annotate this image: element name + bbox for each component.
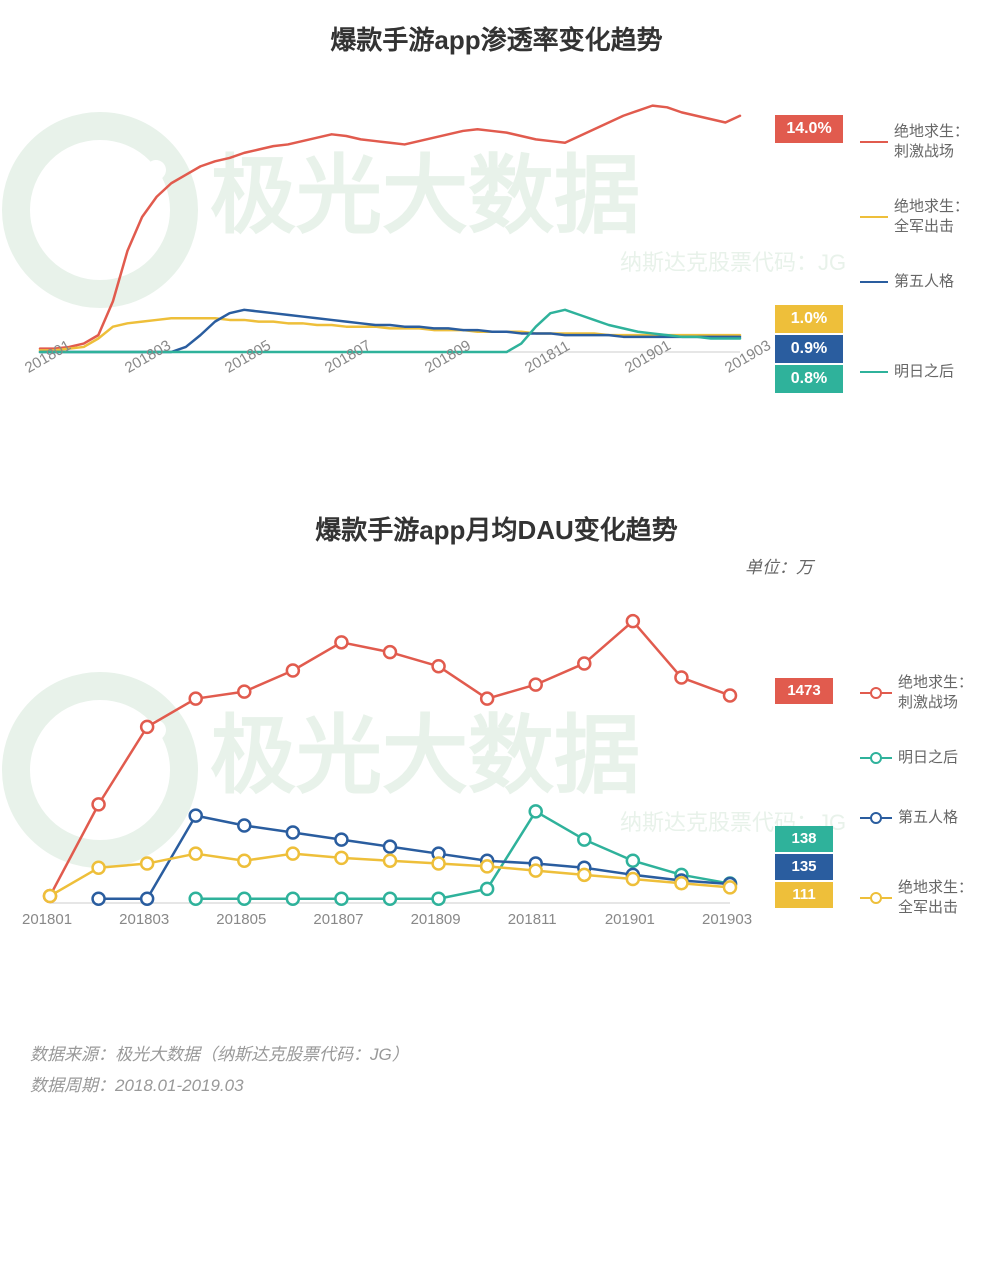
chart2-endlabel: 1473 xyxy=(775,678,833,704)
chart2-xtick: 201801 xyxy=(22,911,72,928)
chart2-xtick: 201805 xyxy=(216,911,266,928)
chart2-endlabel: 111 xyxy=(775,882,833,908)
chart2-endlabel: 138 xyxy=(775,826,833,852)
chart1-plot: 2018012018032018052018072018092018112019… xyxy=(30,67,990,447)
chart2-title: 爆款手游app月均DAU变化趋势 xyxy=(0,510,993,547)
chart1-endlabel: 1.0% xyxy=(775,305,843,333)
chart2-xtick: 201901 xyxy=(605,911,655,928)
chart2-subtitle: 单位：万 xyxy=(0,553,813,578)
chart2-plot: 2018012018032018052018072018092018112019… xyxy=(30,578,990,998)
chart1-panel: 极光大数据 纳斯达克股票代码：JG 爆款手游app渗透率变化趋势 2018012… xyxy=(0,0,993,470)
chart2-legend-item: 明日之后 xyxy=(860,748,958,768)
chart2-xtick: 201803 xyxy=(119,911,169,928)
chart1-legend-item: 第五人格 xyxy=(860,272,954,292)
chart1-legend-item: 绝地求生：刺激战场 xyxy=(860,122,969,161)
footer-period: 数据周期：2018.01-2019.03 xyxy=(30,1071,993,1102)
chart2-endlabel: 135 xyxy=(775,854,833,880)
chart2-legend-item: 绝地求生：全军出击 xyxy=(860,878,973,917)
chart2-legend-item: 绝地求生：刺激战场 xyxy=(860,673,973,712)
chart2-legend-item: 第五人格 xyxy=(860,808,958,828)
chart1-endlabel: 0.9% xyxy=(775,335,843,363)
chart2-xtick: 201809 xyxy=(411,911,461,928)
chart2-panel: 极光大数据 纳斯达克股票代码：JG 爆款手游app月均DAU变化趋势 单位：万 … xyxy=(0,470,993,1030)
chart1-endlabel: 14.0% xyxy=(775,115,843,143)
chart2-xtick: 201903 xyxy=(702,911,752,928)
chart1-legend-item: 绝地求生：全军出击 xyxy=(860,197,969,236)
chart2-xtick: 201811 xyxy=(508,911,557,928)
footer-source: 数据来源：极光大数据（纳斯达克股票代码：JG） xyxy=(30,1040,993,1071)
chart2-svg xyxy=(30,578,750,938)
chart1-legend-item: 明日之后 xyxy=(860,362,954,382)
chart1-title: 爆款手游app渗透率变化趋势 xyxy=(0,20,993,57)
chart1-endlabel: 0.8% xyxy=(775,365,843,393)
chart2-xtick: 201807 xyxy=(313,911,363,928)
footer: 数据来源：极光大数据（纳斯达克股票代码：JG） 数据周期：2018.01-201… xyxy=(30,1040,993,1101)
chart1-svg xyxy=(30,67,750,397)
